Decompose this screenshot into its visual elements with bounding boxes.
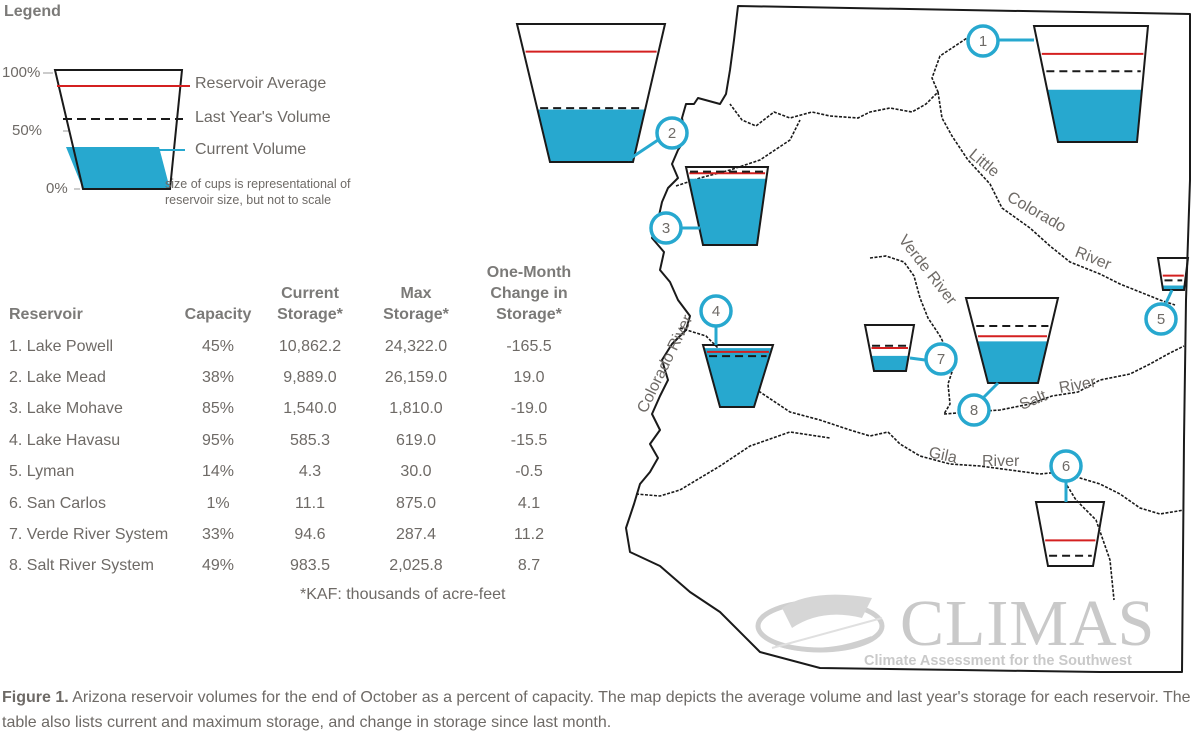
table-row: 7. Verde River System 33% 94.6 287.4 11.2: [9, 526, 544, 544]
table-header-row: Reservoir Capacity Current Storage* Max St…: [4, 262, 587, 331]
label-verde-river: Verde River: [895, 232, 960, 309]
label-colorado-river-word: River: [1073, 244, 1115, 274]
label-gila-river-word: River: [982, 453, 1020, 470]
table-row: 3. Lake Mohave 85% 1,540.0 1,810.0 -19.0: [9, 400, 548, 418]
reservoir-cup-6: 6: [1034, 449, 1106, 567]
cup-water-level: [1162, 285, 1185, 290]
cup-water-level: [688, 178, 767, 245]
cup-callout-connector: [1164, 289, 1174, 304]
cup-outline: [1034, 501, 1106, 567]
west-county-line: [635, 431, 831, 497]
legend-pct-0: 0%: [46, 180, 68, 197]
legend-cup-outline: [53, 69, 184, 190]
reservoir-cup-4: 4: [699, 294, 775, 408]
table-row: 8. Salt River System 49% 983.5 2,025.8 8.7: [9, 557, 541, 575]
legend-pct-50: 50%: [12, 122, 43, 139]
reservoir-number-marker: [655, 116, 689, 150]
cup-outline: [863, 324, 916, 372]
reservoir-cup-8: 8: [957, 297, 1060, 427]
reservoir-number-label: 1: [979, 33, 987, 50]
reservoir-cup-5: 5: [1144, 257, 1190, 336]
legend-note: size of cups is representational of rese…: [165, 177, 351, 207]
reservoir-cups-layer: 1 2 3 4 5 6 7 8: [515, 23, 1190, 567]
reservoir-number-label: 7: [937, 351, 945, 368]
climas-logo-subtitle: Climate Assessment for the Southwest: [864, 653, 1132, 669]
reservoir-number-marker: [966, 24, 1000, 58]
reservoir-number-marker: [924, 342, 958, 376]
caption-text: Arizona reservoir volumes for the end of…: [2, 689, 1191, 731]
colorado-river-line: [729, 35, 971, 127]
col-header-reservoir: Reservoir: [9, 306, 83, 323]
reservoir-cup-7: 7: [863, 324, 958, 376]
col-header-current-storage: Current Storage*: [277, 285, 343, 323]
cup-water-level: [977, 341, 1048, 383]
legend-label-average: Reservoir Average: [195, 75, 327, 92]
table-row: 1. Lake Powell 45% 10,862.2 24,322.0 -165.5: [9, 337, 552, 355]
col-header-max-storage: Max Storage*: [383, 285, 449, 323]
verde-river-line: [869, 255, 955, 415]
reservoir-number-label: 5: [1157, 311, 1165, 328]
arizona-state-outline: [625, 5, 1191, 673]
table-row: 5. Lyman 14% 4.3 30.0 -0.5: [9, 463, 543, 481]
figure-caption: Figure 1. Arizona reservoir volumes for …: [2, 685, 1192, 735]
label-salt-river-word: River: [1058, 374, 1098, 397]
cup-callout-connector: [982, 381, 1000, 399]
reservoir-number-label: 8: [970, 402, 978, 419]
cup-outline: [1156, 257, 1190, 291]
reservoir-cup-3: 3: [649, 166, 770, 246]
label-colorado: Colorado: [1004, 189, 1069, 236]
label-salt: Salt: [1017, 387, 1049, 413]
little-colorado-river-line: [937, 91, 1176, 306]
table-footnote: *KAF: thousands of acre-feet: [300, 586, 506, 603]
legend-label-current: Current Volume: [195, 141, 307, 158]
east-county-line: [1059, 473, 1115, 601]
cup-outline: [1032, 25, 1150, 143]
label-little: Little: [965, 146, 1002, 181]
cup-outline: [964, 297, 1060, 384]
reservoir-number-label: 2: [668, 125, 676, 142]
central-county-line: [675, 119, 801, 187]
legend-cup-diagram: [43, 69, 190, 190]
cup-outline: [701, 344, 775, 408]
cup-callout-connector: [627, 138, 659, 162]
reservoir-cup-2: 2: [515, 23, 689, 163]
reservoir-number-label: 3: [662, 220, 670, 237]
col-header-change: One-Month Change in Storage*: [486, 264, 572, 323]
table-row: 4. Lake Havasu 95% 585.3 619.0 -15.5: [9, 431, 548, 449]
legend-pct-100: 100%: [2, 64, 41, 81]
cup-water-level: [703, 348, 773, 407]
cup-water-level: [1047, 89, 1142, 142]
reservoir-number-marker: [957, 393, 991, 427]
caption-label: Figure 1.: [2, 689, 69, 706]
cup-outline: [684, 166, 770, 246]
legend-title: Legend: [4, 3, 61, 20]
reservoir-number-label: 4: [712, 303, 720, 320]
cup-callout-connector: [909, 356, 926, 362]
cup-water-level: [537, 109, 646, 162]
reservoir-number-marker: [1144, 302, 1178, 336]
reservoir-number-label: 6: [1062, 458, 1070, 475]
label-gila: Gila: [927, 444, 958, 467]
reservoir-number-marker: [699, 294, 733, 328]
col-header-capacity: Capacity: [184, 306, 252, 323]
label-colorado-river-west: Colorado River: [634, 312, 696, 416]
cup-water-level: [871, 355, 909, 371]
reservoir-number-marker: [1049, 449, 1083, 483]
cup-outline: [515, 23, 667, 163]
climas-logo-text: CLIMAS: [900, 587, 1156, 660]
legend-label-last-year: Last Year's Volume: [195, 109, 331, 126]
reservoir-cup-1: 1: [966, 24, 1150, 143]
table-row: 6. San Carlos 1% 11.1 875.0 4.1: [9, 494, 541, 512]
table-row: 2. Lake Mead 38% 9,889.0 26,159.0 19.0: [9, 369, 545, 387]
gila-river-line: [887, 431, 1185, 515]
climas-logo-mark: [755, 594, 885, 653]
reservoir-table: Reservoir Capacity Current Storage* Max St…: [4, 262, 587, 582]
legend-cup-water: [66, 147, 170, 189]
reservoir-number-marker: [649, 211, 683, 245]
